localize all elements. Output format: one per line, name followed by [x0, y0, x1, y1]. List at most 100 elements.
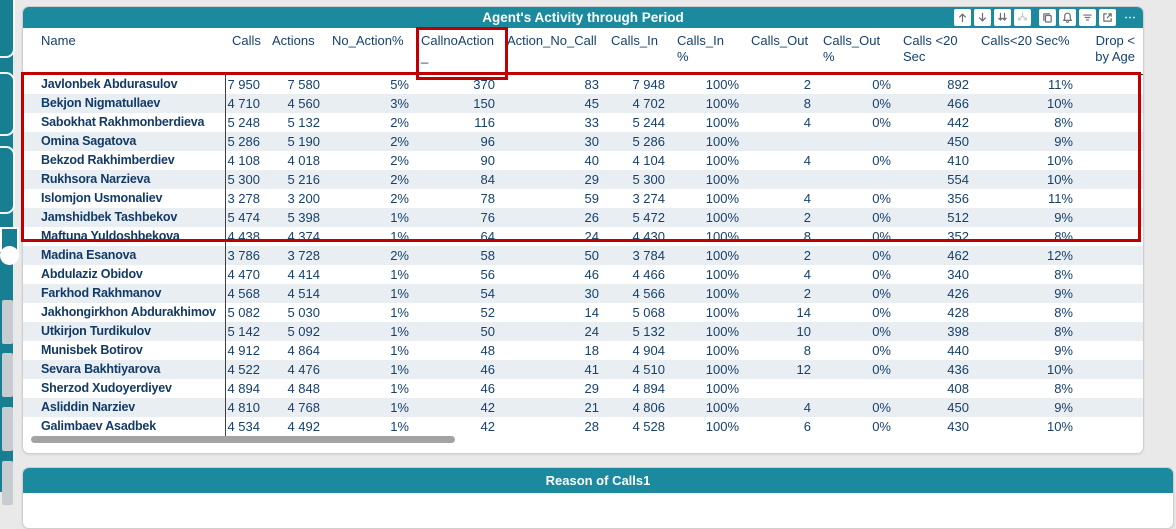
column-header-action-no-call[interactable]: Action_No_Call: [507, 33, 597, 48]
value-cell: 5 300: [632, 172, 665, 187]
column-header-calls-in[interactable]: Calls_In: [611, 33, 658, 48]
table-row[interactable]: Rukhsora Narzieva 5 300 5 216 2% 84 29 5 300 10…: [23, 170, 1143, 189]
agents-activity-visual: Agent's Activity through Period Name Call…: [22, 6, 1144, 454]
value-cell: 8%: [1054, 381, 1073, 396]
value-cell: 5 398: [287, 210, 320, 225]
scrollbar-thumb[interactable]: [31, 436, 455, 443]
table-row[interactable]: Munisbek Botirov 4 912 4 864 1% 48 18 4 904 100…: [23, 341, 1143, 360]
value-cell: 46: [480, 381, 495, 396]
table-row[interactable]: Sevara Bakhtiyarova 4 522 4 476 1% 46 41 4 510…: [23, 360, 1143, 379]
value-cell: 5 244: [632, 115, 665, 130]
value-cell: 4 104: [632, 153, 665, 168]
table-row[interactable]: Asliddin Narziev 4 810 4 768 1% 42 21 4 806 100…: [23, 398, 1143, 417]
table-row[interactable]: Abdulaziz Obidov 4 470 4 414 1% 56 46 4 466 100…: [23, 265, 1143, 284]
alert-icon[interactable]: [1059, 9, 1076, 26]
value-cell: 340: [947, 267, 969, 282]
drill-down-icon[interactable]: [974, 9, 991, 26]
value-cell: 5 030: [287, 305, 320, 320]
column-header-calls-20[interactable]: Calls <20 Sec: [903, 33, 958, 64]
value-cell: 1%: [390, 305, 409, 320]
table-row[interactable]: Madina Esanova 3 786 3 728 2% 58 50 3 784 100% 2…: [23, 246, 1143, 265]
drill-up-icon[interactable]: [954, 9, 971, 26]
value-cell: 5 474: [227, 210, 260, 225]
value-cell: 1%: [390, 400, 409, 415]
filters-icon[interactable]: [1079, 9, 1096, 26]
annotation-box-top-rows: [21, 72, 1141, 242]
value-cell: 100%: [705, 134, 739, 149]
value-cell: 46: [480, 362, 495, 377]
horizontal-scrollbar[interactable]: [23, 436, 1143, 444]
table-row[interactable]: Sherzod Xudoyerdiyev 4 894 4 848 1% 46 29 4 89…: [23, 379, 1143, 398]
table-row[interactable]: Galimbaev Asadbek 4 534 4 492 1% 42 28 4 528 10…: [23, 417, 1143, 436]
left-panel-item[interactable]: [2, 407, 13, 451]
column-header-drop[interactable]: Drop < by Age: [1095, 33, 1135, 64]
table-row[interactable]: Jamshidbek Tashbekov 5 474 5 398 1% 76 26 5 47…: [23, 208, 1143, 227]
table-row[interactable]: Utkirjon Turdikulov 5 142 5 092 1% 50 24 5 132…: [23, 322, 1143, 341]
column-header-actions[interactable]: Actions: [272, 33, 315, 48]
left-panel-button[interactable]: [0, 0, 15, 58]
focus-mode-icon[interactable]: [1099, 9, 1116, 26]
column-header-callnoaction[interactable]: CallnoAction _: [421, 33, 494, 64]
value-cell: 84: [480, 172, 495, 187]
left-panel-item[interactable]: [2, 461, 13, 505]
value-cell: 100%: [705, 153, 739, 168]
table-row[interactable]: Farkhod Rakhmanov 4 568 4 514 1% 54 30 4 566 10…: [23, 284, 1143, 303]
value-cell: 398: [947, 324, 969, 339]
value-cell: 2%: [390, 191, 409, 206]
left-panel-item[interactable]: [2, 300, 13, 344]
agent-name-cell: Galimbaev Asadbek: [23, 417, 226, 436]
left-panel-item[interactable]: [2, 353, 13, 397]
copy-icon[interactable]: [1039, 9, 1056, 26]
column-header-name[interactable]: Name: [41, 33, 76, 48]
value-cell: 12: [796, 362, 811, 377]
value-cell: 5 142: [227, 324, 260, 339]
value-cell: 0%: [872, 153, 891, 168]
value-cell: 0%: [872, 248, 891, 263]
agent-name-cell: Munisbek Botirov: [23, 341, 226, 360]
value-cell: 4 560: [287, 96, 320, 111]
column-header-calls-in[interactable]: Calls_In %: [677, 33, 724, 64]
value-cell: 10%: [1046, 153, 1073, 168]
table-row[interactable]: Islomjon Usmonaliev 3 278 3 200 2% 78 59 3 274…: [23, 189, 1143, 208]
value-cell: 4 108: [227, 153, 260, 168]
more-options-icon[interactable]: [1121, 9, 1138, 26]
visual-toolbar: [951, 9, 1138, 26]
value-cell: 2%: [390, 153, 409, 168]
value-cell: 4 522: [227, 362, 260, 377]
column-header-calls-out[interactable]: Calls_Out: [751, 33, 809, 48]
table-row[interactable]: Bekzod Rakhimberdiev 4 108 4 018 2% 90 40 4 10…: [23, 151, 1143, 170]
left-panel-button[interactable]: [0, 72, 15, 136]
column-header-calls-20-sec[interactable]: Calls<20 Sec%: [981, 33, 1070, 48]
value-cell: 4 806: [632, 400, 665, 415]
column-header-calls[interactable]: Calls: [232, 33, 261, 48]
table-row[interactable]: Javlonbek Abdurasulov 7 950 7 580 5% 370 83 7 …: [23, 75, 1143, 94]
table-row[interactable]: Sabokhat Rakhmonberdieva 5 248 5 132 2% 116 3…: [23, 113, 1143, 132]
value-cell: 3 728: [287, 248, 320, 263]
column-header-no-action[interactable]: No_Action%: [332, 33, 404, 48]
value-cell: 3 786: [227, 248, 260, 263]
value-cell: 18: [584, 343, 599, 358]
value-cell: 100%: [705, 400, 739, 415]
table-row[interactable]: Omina Sagatova 5 286 5 190 2% 96 30 5 286 100% 4…: [23, 132, 1143, 151]
agent-name-cell: Jakhongirkhon Abdurakhimov: [23, 303, 226, 322]
value-cell: 100%: [705, 343, 739, 358]
agent-name-cell: Omina Sagatova: [23, 132, 226, 151]
table-row[interactable]: Jakhongirkhon Abdurakhimov 5 082 5 030 1% 52…: [23, 303, 1143, 322]
agent-name-cell: Farkhod Rakhmanov: [23, 284, 226, 303]
left-panel-toggle-knob[interactable]: [0, 246, 19, 265]
value-cell: 0%: [872, 286, 891, 301]
left-panel-button[interactable]: [0, 146, 15, 214]
expand-next-level-icon[interactable]: [994, 9, 1011, 26]
value-cell: 40: [584, 153, 599, 168]
column-header-calls-out[interactable]: Calls_Out %: [823, 33, 881, 64]
expand-all-icon[interactable]: [1014, 9, 1031, 26]
value-cell: 2%: [390, 248, 409, 263]
value-cell: 4 568: [227, 286, 260, 301]
value-cell: 0%: [872, 77, 891, 92]
value-cell: [1079, 398, 1143, 417]
value-cell: 0%: [872, 96, 891, 111]
table-row[interactable]: Bekjon Nigmatullaev 4 710 4 560 3% 150 45 4 70…: [23, 94, 1143, 113]
value-cell: 1%: [390, 362, 409, 377]
value-cell: 26: [584, 210, 599, 225]
value-cell: [1079, 417, 1143, 436]
